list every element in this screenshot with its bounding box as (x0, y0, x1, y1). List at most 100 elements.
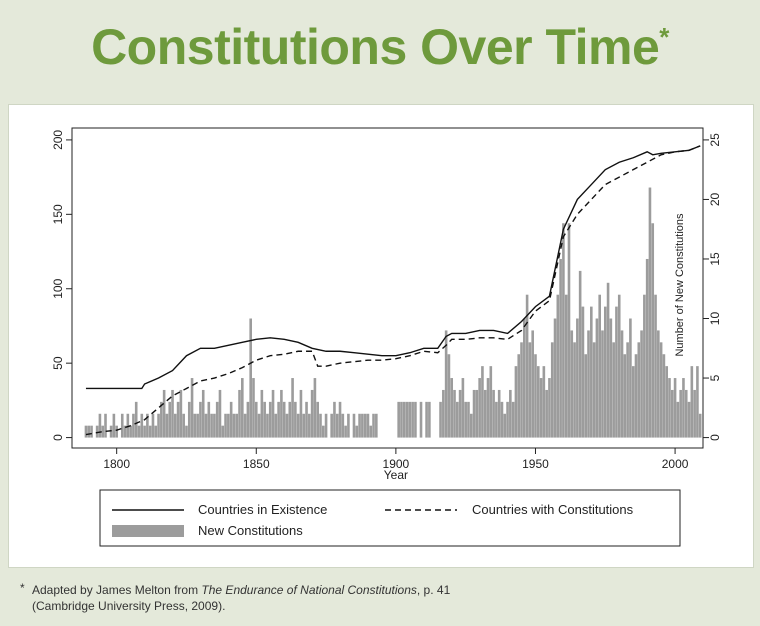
bar (375, 413, 378, 438)
bar (676, 401, 680, 438)
bar (531, 330, 534, 438)
x-tick-label: 1800 (103, 457, 130, 471)
bar (606, 282, 610, 438)
bar (673, 378, 677, 438)
x-axis-label: Year (384, 468, 408, 482)
footnote-text: Adapted by James Melton from (32, 583, 202, 597)
bar (221, 425, 225, 438)
bar (204, 413, 208, 438)
bar (196, 413, 199, 438)
bar (335, 413, 339, 438)
bar (369, 425, 373, 438)
bar (592, 342, 596, 438)
bar (573, 342, 576, 438)
bar (397, 401, 400, 438)
bar (146, 413, 149, 438)
bar (176, 401, 180, 438)
x-tick-label: 1850 (243, 457, 270, 471)
bar (559, 258, 562, 438)
bar (182, 413, 185, 438)
bar (495, 401, 498, 438)
bar (129, 425, 132, 438)
bar (590, 306, 593, 438)
bar (140, 413, 144, 438)
bar (341, 413, 345, 438)
bar (361, 413, 364, 438)
bar (528, 342, 532, 438)
bar (299, 389, 303, 438)
y-tick-label: 200 (51, 130, 65, 150)
bar (123, 425, 127, 438)
bar (453, 389, 456, 438)
bar (363, 413, 367, 438)
bar (458, 389, 462, 438)
x-tick-label: 1950 (522, 457, 549, 471)
bar (179, 389, 183, 438)
bar (268, 401, 272, 438)
bar (595, 318, 599, 438)
y2-axis-label: Number of New Constitutions (674, 213, 686, 357)
bar (215, 401, 219, 438)
bar (95, 425, 99, 438)
bar (263, 401, 266, 438)
bar (520, 342, 523, 438)
bar (243, 413, 247, 438)
bar (679, 389, 682, 438)
bar (567, 223, 571, 438)
bar (469, 413, 473, 438)
bar (402, 401, 406, 438)
bar (282, 401, 286, 438)
bar (617, 294, 621, 438)
title-mark: * (659, 22, 669, 52)
bar (224, 413, 227, 438)
bar (252, 378, 255, 438)
bar (171, 389, 174, 438)
bar (467, 401, 470, 438)
bar (542, 366, 546, 438)
line-solid (85, 145, 701, 390)
bar (235, 413, 239, 438)
bar (648, 187, 652, 438)
bar (682, 378, 685, 438)
bar (134, 401, 138, 438)
footnote-mark: * (20, 581, 25, 595)
bar (302, 413, 306, 438)
bar (165, 413, 169, 438)
bar (576, 318, 579, 438)
bar (187, 401, 191, 438)
bar (218, 389, 222, 438)
bar (238, 389, 241, 438)
bar (657, 330, 660, 438)
bar (637, 342, 641, 438)
bar (266, 413, 269, 438)
bar (162, 389, 166, 438)
bar (148, 425, 152, 438)
bar (87, 425, 91, 438)
bar (400, 401, 403, 438)
bar (210, 413, 213, 438)
bar (570, 330, 574, 438)
bar (478, 378, 481, 438)
bar (112, 413, 116, 438)
x-tick-label: 1900 (383, 457, 410, 471)
bar (545, 389, 548, 438)
bar (308, 413, 311, 438)
bar (442, 389, 445, 438)
legend-label: Countries with Constitutions (472, 502, 634, 517)
bar (246, 401, 250, 438)
y2-tick-label: 5 (708, 374, 722, 381)
bar (101, 425, 105, 438)
bar (408, 401, 412, 438)
bar (475, 389, 479, 438)
footnote-line: Adapted by James Melton from The Enduran… (32, 582, 450, 598)
bar (612, 342, 615, 438)
bar (503, 413, 507, 438)
bar (584, 354, 588, 438)
bar (643, 294, 646, 438)
bar (90, 425, 93, 438)
bar (492, 389, 495, 438)
bar (497, 389, 501, 438)
bar (620, 330, 624, 438)
